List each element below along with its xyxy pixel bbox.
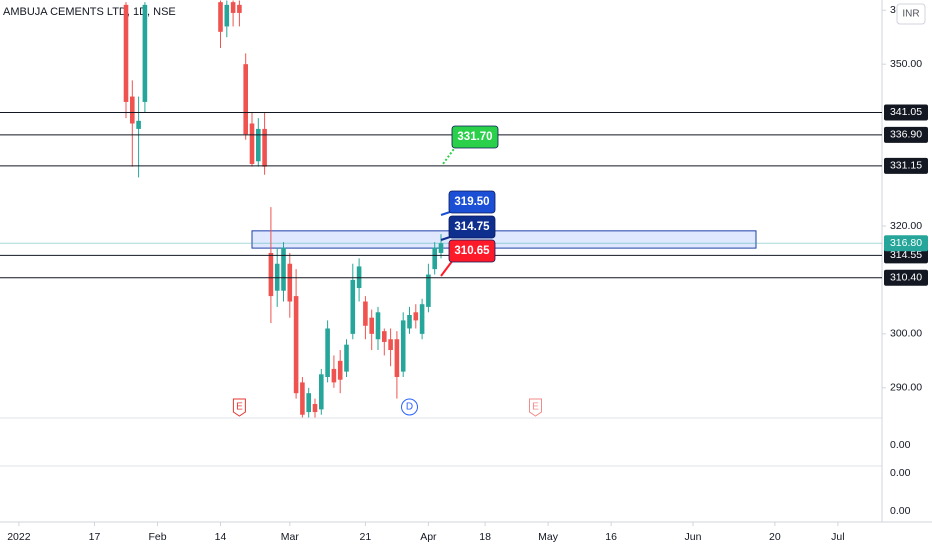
candle-body — [394, 339, 400, 378]
level-label: 331.15 — [890, 160, 922, 172]
level-label-bg — [884, 247, 928, 264]
pane-label: 0.00 — [890, 467, 911, 479]
last-price-label-bg — [884, 235, 928, 252]
event-label: E — [236, 402, 243, 413]
level-label: 310.40 — [890, 272, 922, 284]
candle-body — [312, 403, 318, 413]
candle-body — [382, 331, 387, 342]
currency-badge-bg — [896, 3, 926, 25]
level-label-bg — [884, 104, 928, 121]
callout-box — [448, 190, 496, 214]
last-price-label: 316.80 — [890, 237, 922, 249]
candle-body — [356, 266, 362, 289]
candle-body — [293, 296, 299, 394]
candle-body — [375, 312, 381, 340]
candle-body — [426, 274, 431, 307]
event-marker — [232, 398, 246, 417]
y-tick-label: 290.00 — [890, 382, 922, 394]
candle-body — [319, 374, 324, 410]
x-tick-label: Feb — [148, 531, 166, 543]
level-label: 341.05 — [890, 106, 922, 118]
candle-body — [438, 243, 444, 253]
title-bg — [0, 0, 140, 20]
candle-body — [243, 64, 248, 135]
level-label-bg — [884, 157, 928, 174]
candle-body — [136, 120, 141, 129]
candle-body — [218, 2, 223, 32]
candle-body — [413, 312, 419, 321]
callout-label: 310.65 — [454, 245, 490, 257]
chart-title: AMBUJA CEMENTS LTD, 1D, NSE — [3, 6, 176, 18]
event-marker — [529, 398, 542, 417]
candle-body — [274, 263, 280, 291]
x-tick-label: 14 — [215, 531, 227, 543]
callout-box — [448, 215, 496, 239]
candle-body — [344, 344, 349, 372]
event-label: E — [532, 402, 539, 413]
candle-body — [325, 328, 330, 378]
event-label: D — [406, 402, 413, 413]
x-tick-label: 17 — [89, 531, 101, 543]
candle-body — [363, 301, 368, 326]
x-tick-label: 18 — [479, 531, 491, 543]
candle-body — [306, 393, 311, 413]
candle-body — [350, 279, 356, 334]
currency-badge: INR — [902, 9, 919, 20]
level-label-bg — [884, 269, 928, 286]
x-tick-label: 21 — [360, 531, 372, 543]
candle-body — [419, 304, 425, 334]
callout-box — [448, 239, 496, 263]
callout-label: 331.70 — [457, 131, 492, 143]
candle-body — [256, 128, 261, 162]
candle-body — [237, 4, 242, 13]
candle-body — [432, 247, 437, 270]
candle-body — [130, 96, 135, 124]
x-tick-label: Jun — [685, 531, 702, 543]
y-tick-label: 300.00 — [890, 328, 922, 340]
x-tick-label: 2022 — [7, 531, 31, 543]
candle-body — [224, 4, 230, 27]
candle-body — [262, 128, 267, 167]
level-label: 336.90 — [890, 129, 922, 141]
candle-body — [142, 4, 148, 102]
candle-body — [281, 247, 286, 291]
candle-body — [230, 2, 236, 13]
zone — [251, 230, 757, 249]
callout-label: 314.75 — [454, 221, 490, 233]
level-label-bg — [884, 126, 928, 143]
candle-body — [249, 123, 255, 164]
candle-body — [331, 368, 337, 383]
candle-body — [287, 263, 293, 302]
x-tick-label: Mar — [281, 531, 300, 543]
candle-body — [337, 360, 343, 380]
y-tick-label: 350.00 — [890, 58, 922, 70]
candle-body — [300, 382, 305, 415]
callout-label: 319.50 — [454, 196, 489, 208]
candle-body — [369, 317, 374, 334]
x-tick-label: 16 — [605, 531, 617, 543]
candle-body — [388, 339, 393, 351]
event-marker — [401, 398, 418, 416]
candle-body — [407, 314, 412, 329]
callout-box — [451, 125, 499, 149]
y-tick-label: 320.00 — [890, 220, 922, 232]
x-tick-label: May — [538, 531, 559, 543]
callout-pointer — [440, 259, 454, 277]
x-tick-label: Jul — [831, 531, 844, 543]
pane-label: 0.00 — [890, 505, 911, 517]
x-tick-label: Apr — [420, 531, 437, 543]
level-label: 314.55 — [890, 249, 922, 261]
candle-body — [268, 252, 274, 297]
candle-body — [123, 4, 129, 102]
x-tick-label: 20 — [769, 531, 781, 543]
candle-body — [400, 320, 406, 372]
pane-label: 0.00 — [890, 439, 911, 451]
callout-pointer — [442, 145, 457, 165]
